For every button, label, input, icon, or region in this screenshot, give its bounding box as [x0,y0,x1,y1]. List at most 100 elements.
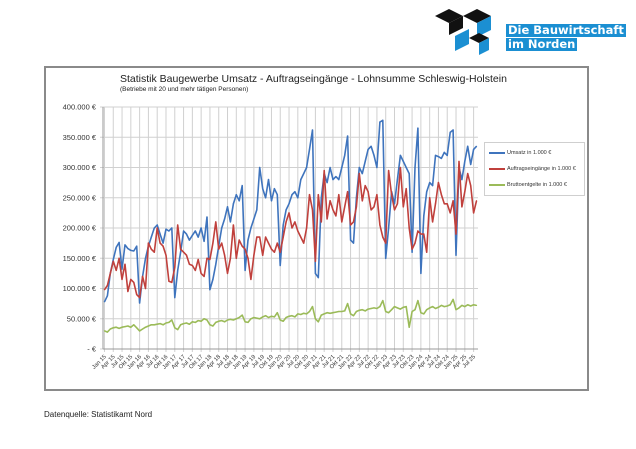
data-point [388,227,390,229]
data-point [355,310,358,313]
data-point [241,314,243,316]
data-point [399,154,401,156]
data-point [168,280,170,282]
data-point [197,258,199,261]
data-point [262,316,264,318]
data-point [323,313,325,315]
data-point [118,241,120,244]
data-point [209,289,211,291]
data-point [314,318,317,320]
data-point [402,160,404,163]
data-point [118,327,120,330]
data-point [423,313,425,315]
data-point [455,254,457,256]
data-point [311,129,314,131]
data-point [308,194,311,196]
legend-swatch [489,168,505,170]
data-point [133,250,135,252]
data-point [124,326,126,328]
data-point [276,194,278,196]
data-point [267,242,270,244]
data-point [455,309,457,311]
data-point [443,151,445,153]
data-point [221,227,223,229]
data-point [370,209,372,211]
data-point [467,145,469,147]
data-point [423,215,425,217]
data-point [250,318,252,320]
data-point [270,315,273,317]
data-point [130,326,132,328]
data-point [396,179,399,181]
data-point [218,320,220,322]
data-point [358,309,360,311]
data-point [141,275,144,277]
data-point [308,310,311,313]
data-point [171,319,173,321]
data-point [405,166,407,169]
data-point [285,209,287,211]
data-point [112,258,114,261]
data-point [385,257,387,259]
data-point [352,221,355,223]
data-point [256,236,258,238]
data-point [458,307,460,309]
data-point [434,307,437,310]
data-point [311,306,314,308]
data-point [426,309,428,311]
data-point [341,166,343,169]
data-point [405,306,407,308]
data-point [139,302,141,304]
data-point [109,272,111,274]
data-point [223,218,226,220]
data-point [349,313,352,315]
data-point [317,277,319,279]
data-point [317,321,319,323]
data-point [182,322,185,325]
data-point [174,296,176,299]
y-tick-label: 400.000 € [63,103,97,112]
data-point [443,306,445,308]
data-point [303,312,305,314]
data-point [390,194,393,196]
data-point [429,182,431,184]
y-tick-label: 100.000 € [63,284,97,293]
data-point [420,312,422,314]
data-point [259,236,261,238]
data-point [297,313,299,315]
data-point [382,119,384,121]
data-point [127,325,129,327]
data-point [396,203,399,205]
data-point [156,224,158,226]
data-point [370,307,372,310]
data-point [253,218,255,220]
data-point [349,239,352,241]
legend-label: Umsatz in 1.000 € [507,150,552,156]
data-point [150,236,152,238]
data-point [323,169,325,172]
logo-text-line2: im Norden [506,37,578,51]
data-point [446,305,448,307]
data-point [124,244,126,246]
y-tick-label: 350.000 € [63,133,97,142]
data-point [434,203,437,205]
logo-cubes-icon [435,9,491,55]
data-point [244,269,246,271]
data-point [121,278,123,281]
data-point [449,212,451,214]
data-point [308,148,311,150]
data-point [376,307,378,310]
data-point [473,148,475,150]
data-point [393,209,396,211]
data-point [285,316,287,319]
data-point [264,315,267,317]
data-point [177,224,179,226]
data-point [300,179,302,181]
data-point [408,172,410,175]
data-point [440,304,442,307]
data-point [352,242,355,244]
data-point [226,319,229,321]
data-point [364,160,366,163]
data-point [420,272,422,274]
data-point [464,191,466,193]
